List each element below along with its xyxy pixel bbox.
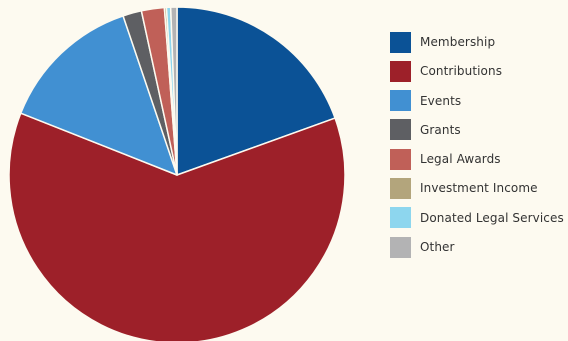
legend-swatch	[390, 148, 411, 170]
legend-swatch	[390, 119, 411, 141]
legend-label: Contributions	[420, 64, 503, 79]
legend-swatch	[390, 236, 411, 258]
legend-swatch	[390, 90, 411, 112]
legend-item: Membership	[390, 31, 568, 53]
legend-swatch	[390, 31, 411, 53]
legend-item: Events	[390, 90, 568, 112]
legend-item: Other	[390, 236, 568, 258]
legend-label: Grants	[420, 122, 461, 137]
legend-item: Contributions	[390, 60, 568, 82]
legend-swatch	[390, 177, 411, 199]
legend-label: Membership	[420, 35, 496, 49]
legend-label: Events	[420, 93, 462, 108]
legend-label: Donated Legal Services	[420, 210, 564, 225]
legend-item: Legal Awards	[390, 148, 568, 170]
legend-swatch	[390, 60, 411, 82]
legend-label: Investment Income	[420, 181, 538, 196]
chart-legend: Membership Contributions Events Grants Legal…	[390, 31, 568, 265]
pie-slice-contributions	[8, 112, 346, 341]
legend-label: Other	[420, 240, 455, 255]
legend-label: Legal Awards	[420, 152, 501, 167]
legend-item: Donated Legal Services	[390, 207, 568, 229]
legend-swatch	[390, 207, 411, 229]
pie-slice-other	[169, 6, 178, 176]
legend-item: Investment Income	[390, 177, 568, 199]
pie-slice-membership	[176, 6, 336, 176]
legend-item: Grants	[390, 119, 568, 141]
pie-slice-events	[20, 15, 178, 176]
